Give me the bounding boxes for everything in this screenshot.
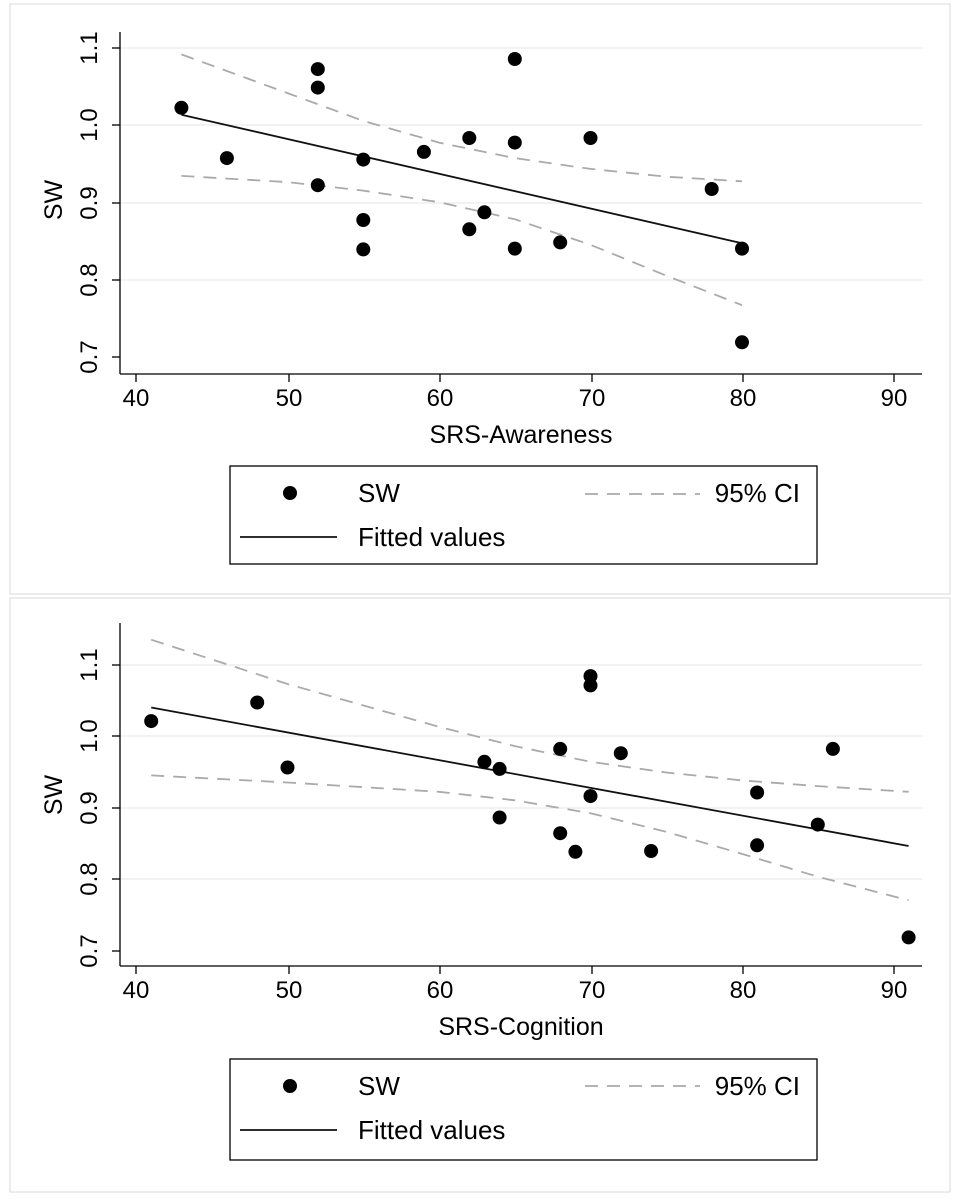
y-axis-label: SW — [40, 179, 68, 220]
legend-marker-sw — [283, 486, 297, 500]
y-tick-label: 1.1 — [76, 31, 103, 64]
legend: SW 95% CI Fitted values — [229, 1058, 818, 1161]
x-axis-label: SRS-Cognition — [438, 1013, 603, 1041]
data-point — [462, 131, 477, 145]
gridlines — [120, 664, 922, 880]
legend-box — [229, 1058, 818, 1161]
data-point — [553, 826, 568, 841]
data-point — [416, 144, 431, 159]
x-tick-label: 40 — [123, 385, 150, 412]
x-tick-label: 80 — [730, 977, 757, 1004]
x-tick-label: 70 — [579, 977, 606, 1004]
legend-label-sw: SW — [358, 478, 400, 508]
ci-lower-line — [181, 175, 743, 306]
data-point — [507, 241, 522, 256]
y-axis-label: SW — [40, 774, 68, 815]
data-point — [583, 789, 598, 804]
data-point — [492, 761, 507, 776]
x-tick-label: 70 — [579, 385, 606, 412]
x-axis: 40 50 60 70 80 90 SRS-Awareness — [123, 374, 908, 449]
data-point — [810, 817, 825, 832]
plot-area — [174, 52, 749, 350]
y-axis: 0.7 0.8 0.9 1.0 1.1 SW — [40, 31, 120, 374]
data-point — [704, 182, 719, 196]
data-point — [901, 930, 916, 945]
data-point — [310, 80, 325, 95]
data-point — [735, 335, 749, 350]
legend-box — [229, 465, 818, 565]
data-point — [477, 205, 492, 220]
legend-label-fitted: Fitted values — [358, 522, 505, 552]
x-axis: 40 50 60 70 80 90 SRS-Cognition — [123, 966, 908, 1041]
data-point — [280, 760, 295, 775]
legend-label-fitted: Fitted values — [358, 1115, 505, 1145]
x-axis-label: SRS-Awareness — [430, 421, 613, 449]
x-tick-label: 40 — [123, 977, 150, 1004]
data-point — [174, 100, 189, 115]
y-tick-label: 0.8 — [76, 862, 103, 895]
data-point — [825, 741, 840, 756]
ci-lower-line — [151, 774, 909, 902]
fitted-line — [151, 706, 909, 847]
data-point — [492, 810, 507, 825]
x-tick-label: 50 — [276, 977, 303, 1004]
data-point — [553, 235, 568, 250]
data-point — [613, 746, 628, 761]
y-tick-label: 1.0 — [76, 719, 103, 752]
data-point — [477, 754, 492, 769]
data-point — [462, 222, 477, 237]
y-tick-label: 0.8 — [76, 263, 103, 296]
x-tick-label: 60 — [427, 385, 454, 412]
y-axis: 0.7 0.8 0.9 1.0 1.1 SW — [40, 648, 120, 968]
data-point — [644, 844, 659, 858]
fitted-line — [181, 113, 743, 245]
legend: SW 95% CI Fitted values — [229, 465, 818, 565]
legend-marker-sw — [283, 1079, 297, 1093]
data-point — [219, 151, 234, 166]
data-point — [310, 62, 325, 77]
data-point — [568, 844, 583, 859]
legend-label-sw: SW — [358, 1071, 400, 1101]
legend-label-ci: 95% CI — [715, 478, 800, 508]
x-tick-label: 60 — [427, 977, 454, 1004]
panel-cognition: 0.7 0.8 0.9 1.0 1.1 SW 40 50 60 70 80 90… — [9, 597, 951, 1193]
x-tick-label: 50 — [276, 385, 303, 412]
data-point — [250, 695, 265, 710]
ci-upper-line — [181, 53, 743, 183]
data-point — [507, 52, 522, 66]
y-tick-label: 0.9 — [76, 791, 103, 824]
data-point — [310, 178, 325, 193]
y-tick-label: 1.1 — [76, 648, 103, 681]
data-point — [356, 242, 371, 257]
data-point — [735, 241, 749, 256]
data-point — [356, 213, 371, 227]
panel-awareness: 0.7 0.8 0.9 1.0 1.1 SW 40 50 60 70 80 90… — [9, 3, 951, 595]
y-tick-label: 0.7 — [76, 934, 103, 967]
x-tick-label: 90 — [881, 385, 908, 412]
plot-area — [144, 638, 916, 945]
data-point — [144, 714, 159, 729]
data-point — [583, 678, 598, 693]
legend-label-ci: 95% CI — [715, 1071, 800, 1101]
data-point — [553, 741, 568, 756]
y-tick-label: 1.0 — [76, 108, 103, 141]
gridlines — [120, 47, 922, 281]
data-point — [507, 135, 522, 150]
data-point — [750, 785, 765, 800]
y-tick-label: 0.9 — [76, 186, 103, 219]
data-point — [583, 131, 598, 145]
y-tick-label: 0.7 — [76, 340, 103, 373]
data-point — [356, 152, 371, 167]
data-point — [750, 838, 765, 853]
x-tick-label: 90 — [881, 977, 908, 1004]
x-tick-label: 80 — [730, 385, 757, 412]
